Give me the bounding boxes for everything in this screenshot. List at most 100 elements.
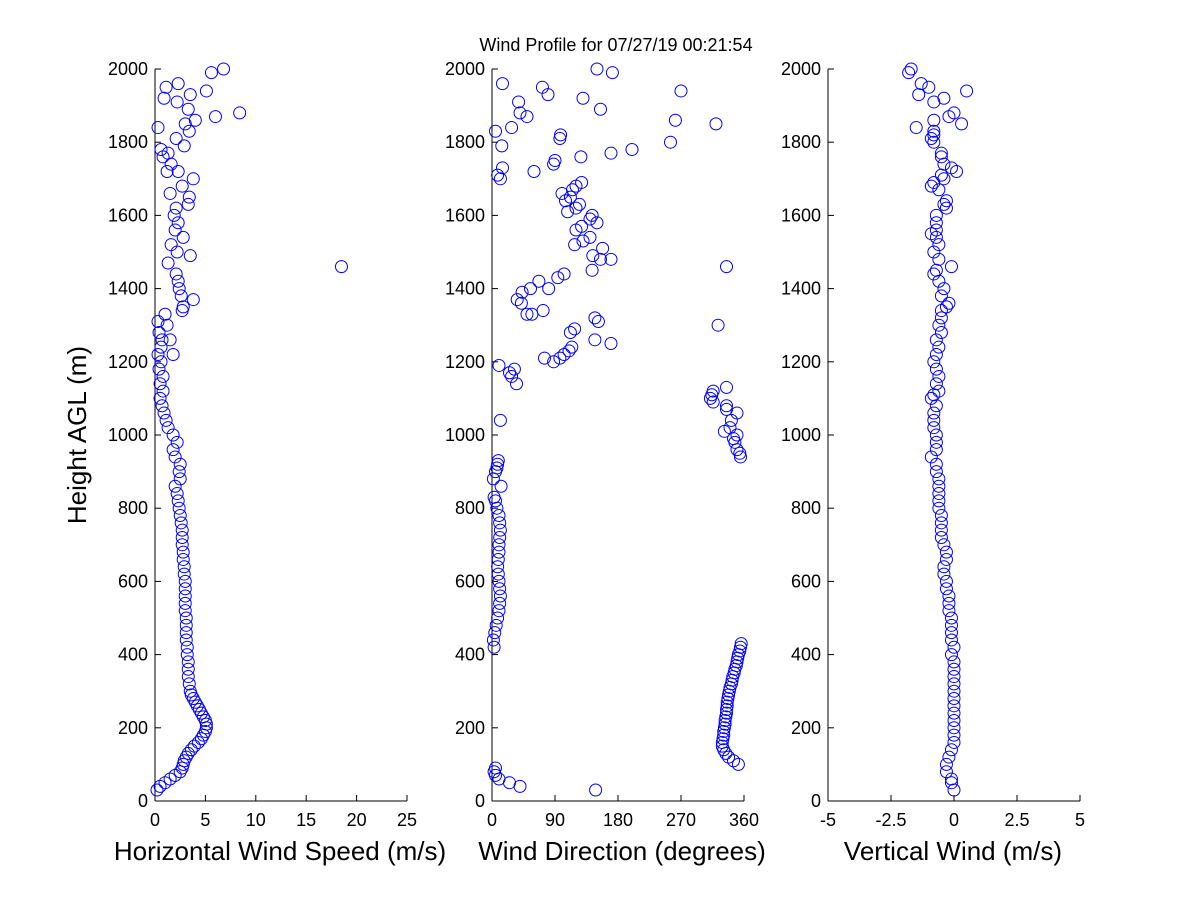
data-point-horizontal-wind-speed	[181, 662, 195, 676]
y-tick-label-wind-direction: 800	[455, 498, 485, 518]
data-point-wind-direction	[596, 241, 610, 255]
data-point-wind-direction	[568, 322, 582, 336]
y-tick-label-wind-direction: 200	[455, 718, 485, 738]
data-point-horizontal-wind-speed	[233, 106, 247, 120]
y-tick-label-horizontal-wind-speed: 200	[118, 718, 148, 738]
data-point-horizontal-wind-speed	[194, 732, 208, 746]
data-point-wind-direction	[503, 366, 516, 380]
data-point-wind-direction	[548, 154, 562, 167]
x-tick-label-horizontal-wind-speed: 0	[150, 810, 160, 830]
data-point-vertical-wind	[947, 735, 961, 749]
data-point-horizontal-wind-speed	[181, 746, 195, 760]
data-point-horizontal-wind-speed	[153, 377, 167, 391]
axes-vertical-wind: -5 -2.5 0 2.5 5 0 200 400 600 800 1000 1200 1400 1600…	[781, 59, 1085, 830]
data-point-vertical-wind	[944, 633, 958, 647]
y-tick-label-wind-direction: 400	[455, 645, 485, 665]
data-point-vertical-wind	[929, 435, 943, 449]
data-point-wind-direction	[709, 117, 723, 131]
data-point-horizontal-wind-speed	[166, 347, 180, 361]
data-point-vertical-wind	[947, 640, 961, 654]
data-point-vertical-wind	[939, 574, 953, 588]
x-tick-label-wind-direction: 270	[666, 810, 696, 830]
data-point-wind-direction	[489, 124, 502, 138]
data-point-vertical-wind	[942, 596, 956, 610]
data-point-horizontal-wind-speed	[192, 703, 206, 716]
data-point-wind-direction	[575, 219, 589, 233]
data-point-vertical-wind	[927, 355, 941, 369]
data-point-horizontal-wind-speed	[161, 256, 175, 270]
data-point-vertical-wind	[924, 391, 938, 405]
data-point-horizontal-wind-speed	[151, 315, 165, 329]
data-point-vertical-wind	[939, 201, 953, 215]
data-point-vertical-wind	[909, 121, 923, 135]
data-point-wind-direction	[731, 757, 745, 771]
data-point-horizontal-wind-speed	[186, 692, 200, 706]
data-point-vertical-wind	[939, 552, 953, 566]
y-tick-label-vertical-wind: 1800	[781, 132, 821, 152]
data-point-horizontal-wind-speed	[183, 249, 197, 263]
data-point-horizontal-wind-speed	[177, 560, 191, 574]
data-point-vertical-wind	[944, 743, 958, 757]
data-point-horizontal-wind-speed	[164, 157, 178, 171]
data-point-wind-direction	[720, 399, 733, 413]
data-point-vertical-wind	[927, 135, 941, 149]
data-point-vertical-wind	[932, 472, 946, 486]
data-point-horizontal-wind-speed	[168, 479, 182, 493]
data-point-vertical-wind	[927, 413, 941, 427]
data-point-wind-direction	[569, 201, 583, 215]
data-point-horizontal-wind-speed	[178, 117, 192, 131]
y-tick-label-horizontal-wind-speed: 1600	[108, 205, 148, 225]
x-tick-label-wind-direction: 180	[603, 810, 633, 830]
data-point-vertical-wind	[947, 721, 961, 735]
data-point-wind-direction	[574, 150, 588, 164]
data-point-wind-direction	[520, 307, 534, 321]
y-tick-label-vertical-wind: 600	[791, 571, 821, 591]
y-tick-label-wind-direction: 1400	[445, 279, 485, 299]
data-point-wind-direction	[492, 574, 506, 588]
data-point-wind-direction	[591, 315, 605, 329]
data-point-wind-direction	[495, 139, 509, 153]
data-point-horizontal-wind-speed	[169, 132, 183, 146]
x-tick-label-horizontal-wind-speed: 15	[296, 810, 316, 830]
data-point-wind-direction	[718, 717, 732, 731]
data-point-horizontal-wind-speed	[178, 596, 192, 610]
y-tick-label-vertical-wind: 2000	[781, 59, 821, 79]
data-point-vertical-wind	[934, 289, 948, 303]
data-point-horizontal-wind-speed	[188, 113, 202, 127]
data-point-wind-direction	[561, 205, 575, 219]
data-point-horizontal-wind-speed	[190, 699, 204, 713]
data-point-wind-direction	[706, 395, 720, 409]
data-point-vertical-wind	[932, 479, 946, 493]
data-point-horizontal-wind-speed	[159, 80, 173, 94]
data-point-horizontal-wind-speed	[180, 648, 194, 662]
data-point-wind-direction	[604, 146, 618, 160]
data-point-vertical-wind	[932, 318, 946, 332]
data-point-wind-direction	[664, 135, 677, 149]
data-point-horizontal-wind-speed	[175, 538, 189, 552]
data-point-horizontal-wind-speed	[172, 501, 186, 515]
data-point-vertical-wind	[947, 713, 961, 727]
data-point-wind-direction	[510, 293, 524, 307]
y-tick-label-vertical-wind: 1200	[781, 352, 821, 372]
data-point-wind-direction	[711, 318, 725, 332]
data-point-vertical-wind	[929, 465, 943, 479]
data-point-wind-direction	[492, 509, 506, 523]
y-tick-label-horizontal-wind-speed: 1800	[108, 132, 148, 152]
data-point-horizontal-wind-speed	[154, 355, 168, 369]
data-point-vertical-wind	[934, 509, 948, 523]
data-point-horizontal-wind-speed	[176, 300, 190, 314]
data-point-wind-direction	[557, 347, 571, 361]
data-point-wind-direction	[493, 589, 507, 603]
data-point-vertical-wind	[934, 523, 948, 537]
data-point-horizontal-wind-speed	[186, 172, 200, 186]
y-tick-label-vertical-wind: 0	[811, 791, 821, 811]
data-point-horizontal-wind-speed	[177, 754, 191, 768]
data-point-vertical-wind	[932, 487, 946, 501]
data-point-horizontal-wind-speed	[156, 369, 170, 383]
data-point-wind-direction	[547, 355, 561, 369]
data-point-wind-direction	[532, 274, 546, 288]
data-point-wind-direction	[493, 413, 507, 427]
data-point-wind-direction	[589, 783, 603, 797]
y-tick-label-horizontal-wind-speed: 600	[118, 571, 148, 591]
data-point-horizontal-wind-speed	[173, 509, 187, 523]
